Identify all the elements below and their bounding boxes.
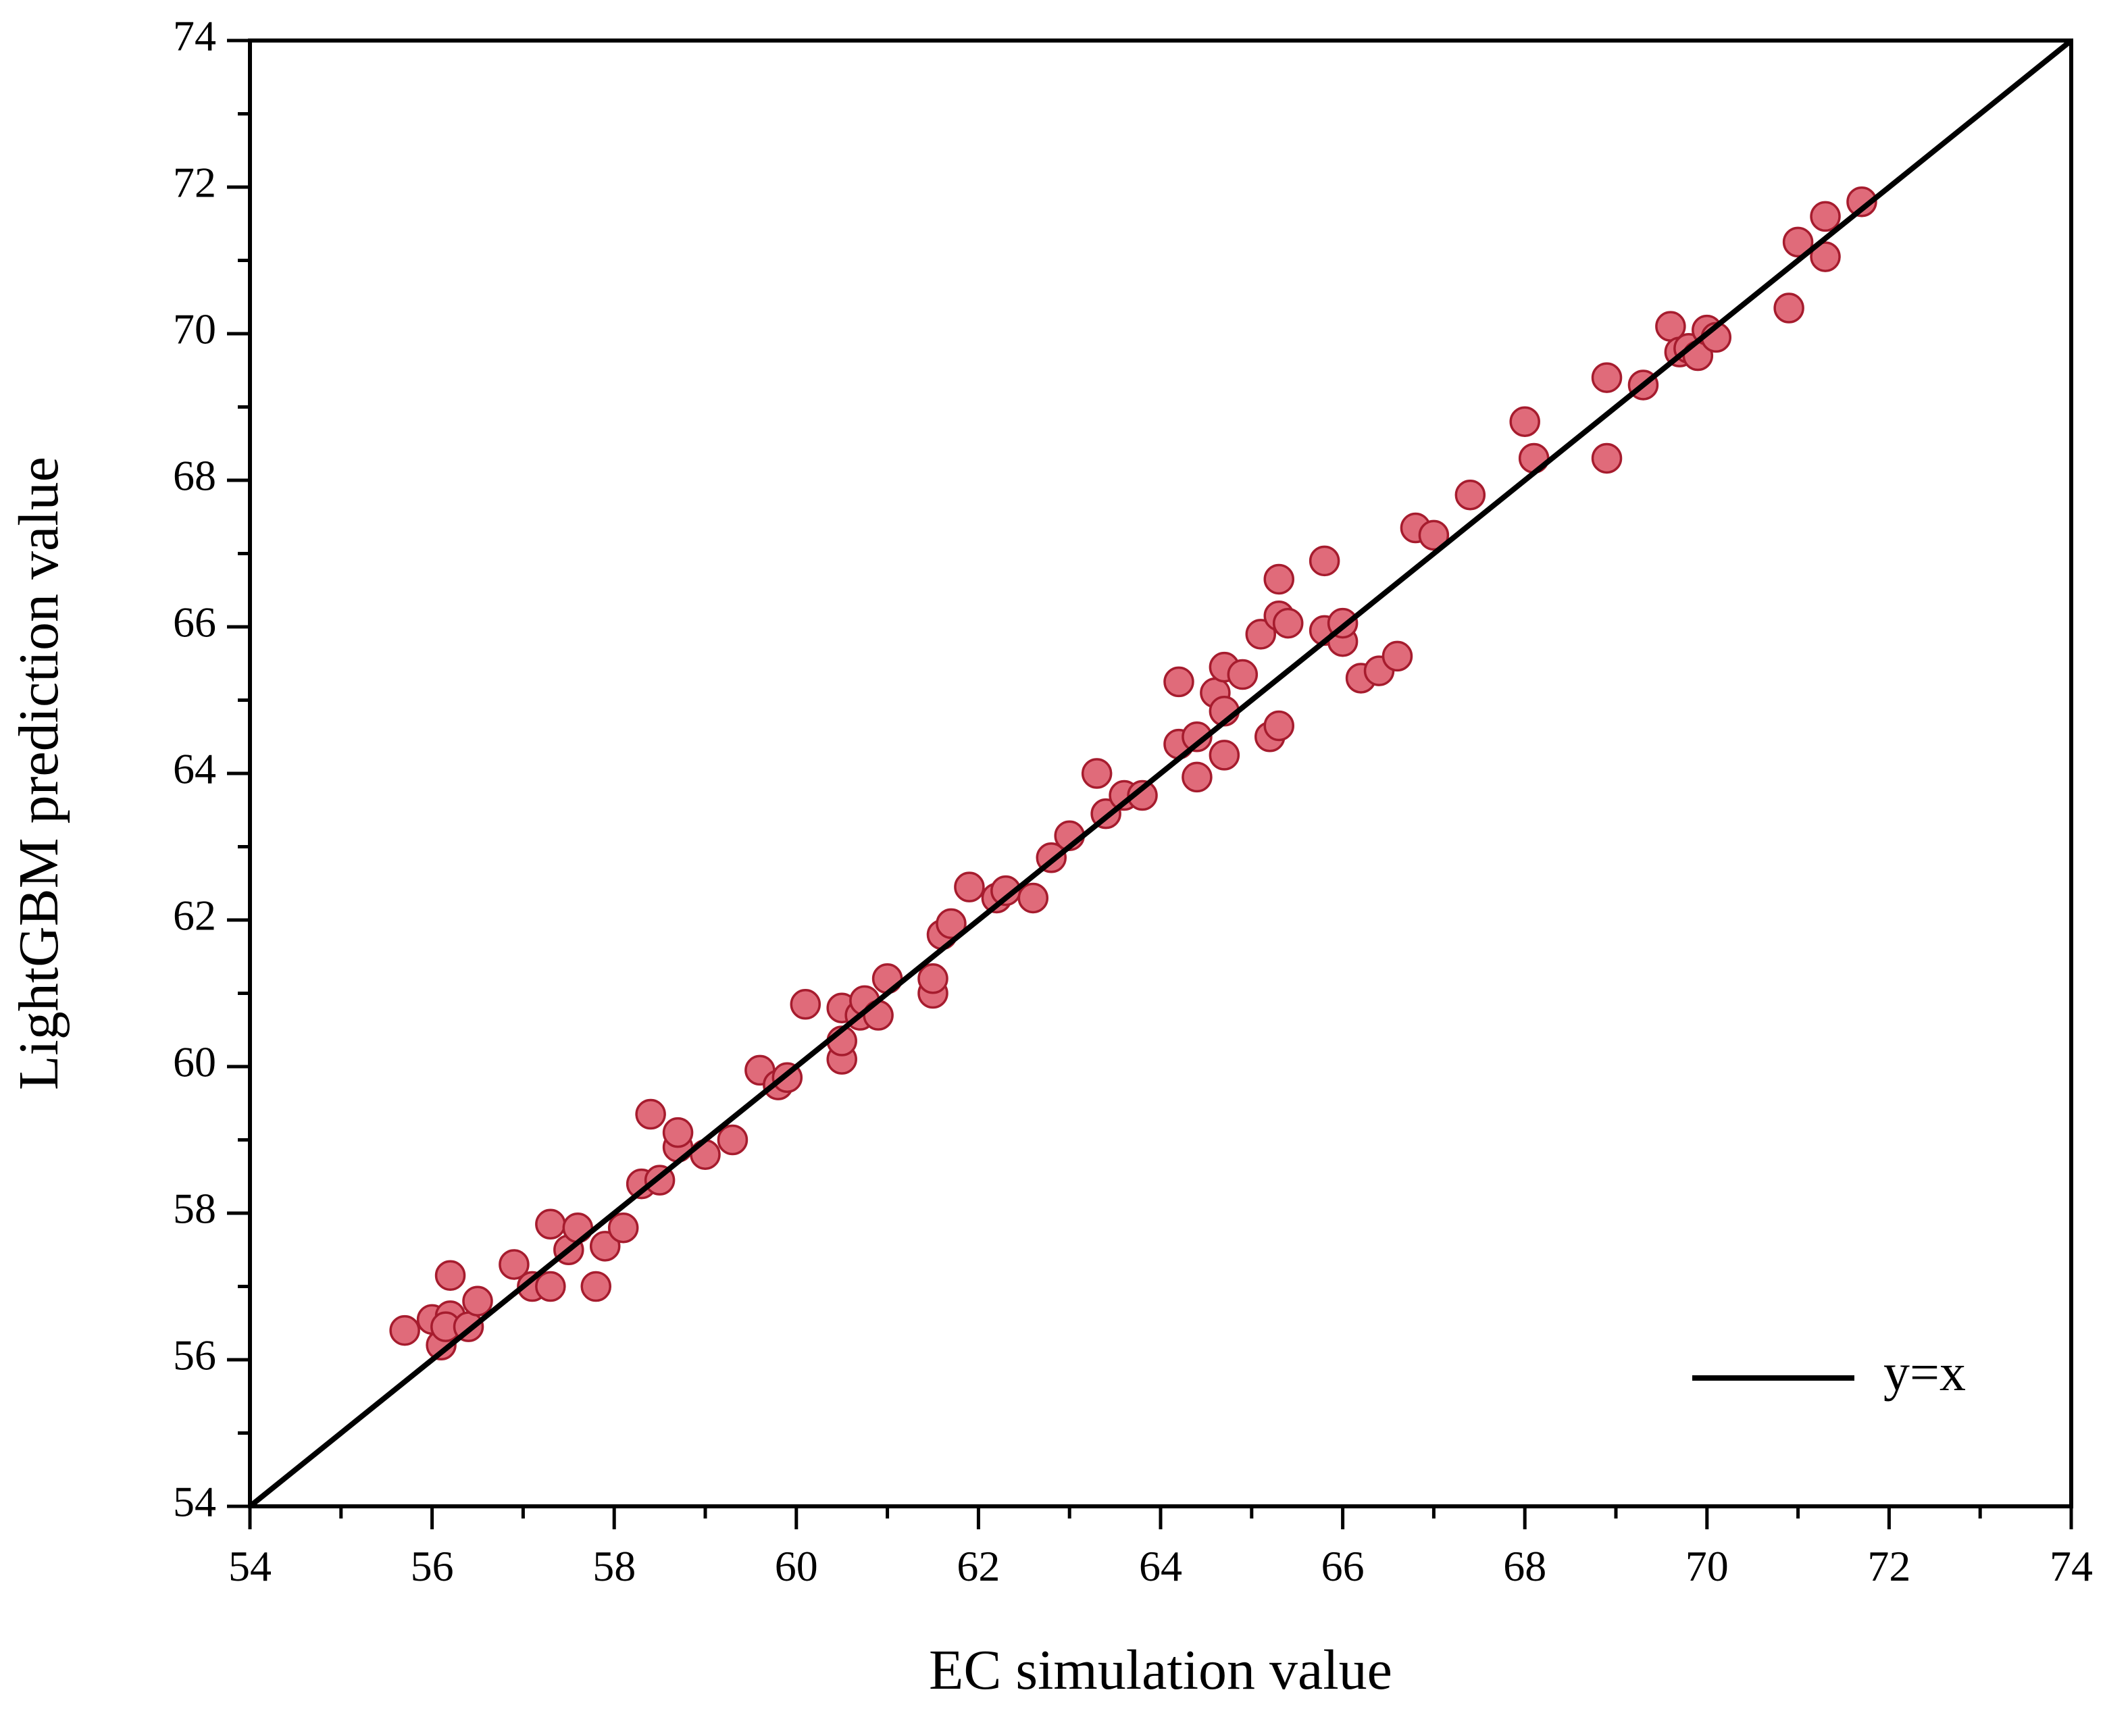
data-point	[1810, 201, 1841, 232]
y-tick-label: 64	[173, 745, 216, 793]
x-tick-label: 62	[957, 1542, 1000, 1590]
data-point	[917, 963, 948, 994]
data-point	[1017, 882, 1049, 914]
data-point	[1263, 710, 1294, 742]
y-tick-label: 54	[173, 1478, 216, 1526]
x-tick-label: 54	[228, 1542, 272, 1590]
plot-frame	[248, 39, 2073, 1508]
data-point	[1418, 519, 1450, 551]
data-point	[1263, 563, 1294, 595]
data-point	[790, 989, 821, 1020]
data-point	[662, 1117, 694, 1148]
x-tick-label: 70	[1685, 1542, 1729, 1590]
x-tick-label: 56	[411, 1542, 454, 1590]
data-point	[954, 871, 985, 902]
y-tick-label: 68	[173, 452, 216, 500]
data-point	[1591, 362, 1623, 393]
y-tick-label: 62	[173, 892, 216, 940]
data-point	[1309, 545, 1340, 577]
y-tick-label: 60	[173, 1038, 216, 1086]
legend-label-y-equals-x: y=x	[1883, 1343, 1966, 1402]
legend: y=x	[1692, 1343, 1966, 1402]
data-point	[1182, 721, 1213, 752]
x-tick-label: 68	[1503, 1542, 1546, 1590]
data-point	[607, 1212, 639, 1244]
x-tick-label: 64	[1139, 1542, 1182, 1590]
data-point	[1454, 479, 1486, 511]
data-point	[1081, 758, 1113, 789]
data-point	[1773, 292, 1804, 324]
x-axis: 54 56 58 60 62 64 66 68 70 72 74	[228, 1506, 2093, 1590]
y-tick-label: 56	[173, 1331, 216, 1379]
x-axis-title: EC simulation value	[929, 1639, 1392, 1702]
data-point	[1782, 226, 1814, 258]
y-tick-label: 66	[173, 598, 216, 646]
x-tick-label: 60	[775, 1542, 818, 1590]
y-axis-title: LightGBM prediction value	[7, 457, 70, 1090]
y-tick-label: 74	[173, 12, 216, 60]
y-tick-label: 72	[173, 159, 216, 207]
data-point	[580, 1271, 611, 1302]
data-point	[1127, 780, 1158, 811]
data-point	[1846, 186, 1877, 218]
y-tick-label: 58	[173, 1185, 216, 1233]
data-point	[589, 1231, 621, 1262]
data-point	[717, 1124, 749, 1156]
y-equals-x-line	[248, 38, 2073, 1509]
x-tick-label: 66	[1321, 1542, 1365, 1590]
x-tick-label: 58	[592, 1542, 636, 1590]
x-tick-label: 74	[2050, 1542, 2093, 1590]
data-point	[936, 908, 967, 940]
data-point	[635, 1098, 666, 1130]
data-point	[462, 1285, 493, 1317]
y-axis: 54 56 58 60 62 64 66 68 70 72 74	[173, 12, 250, 1526]
data-point	[499, 1249, 530, 1280]
data-point	[1163, 666, 1194, 698]
data-point	[1810, 241, 1841, 272]
data-point	[1245, 619, 1277, 650]
data-point	[1227, 659, 1259, 690]
data-point	[434, 1260, 466, 1291]
data-point	[1182, 761, 1213, 793]
x-tick-label: 72	[1867, 1542, 1910, 1590]
data-point	[535, 1271, 566, 1302]
data-point	[1591, 442, 1623, 474]
data-point	[1272, 607, 1304, 639]
data-point	[1381, 640, 1413, 672]
data-point	[535, 1208, 566, 1240]
data-point	[1509, 406, 1540, 437]
data-point	[1209, 740, 1240, 771]
data-point	[389, 1314, 420, 1346]
reference-line-group	[248, 38, 2073, 1509]
data-points	[389, 186, 1877, 1361]
y-tick-label: 70	[173, 305, 216, 353]
